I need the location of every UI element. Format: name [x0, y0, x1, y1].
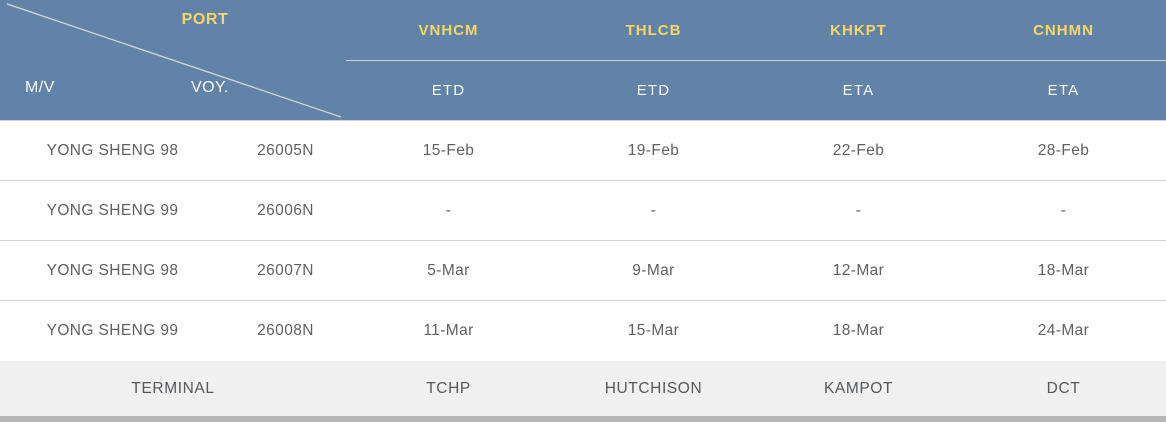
- col-type-vnhcm: ETD: [431, 82, 466, 99]
- date-vnhcm: 15-Feb: [422, 141, 475, 159]
- etd-eta-row: ETD ETD ETA ETA: [346, 61, 1166, 120]
- date-khkpt: 18-Mar: [832, 322, 885, 339]
- date-thlcb: 19-Feb: [627, 141, 680, 159]
- terminal-thlcb: HUTCHISON: [604, 379, 703, 397]
- port-code-cnhmn: CNHMN: [1033, 21, 1094, 39]
- date-khkpt: 22-Feb: [832, 141, 885, 159]
- vessel-name: YONG SHENG 99: [46, 322, 179, 339]
- voyage-number: 26007N: [257, 261, 314, 279]
- port-code-khkpt: KHKPT: [830, 21, 887, 39]
- voyage-number: 26006N: [257, 201, 314, 219]
- voyage-number: 26008N: [257, 322, 314, 339]
- bottom-bar: [0, 416, 1166, 422]
- schedule-row: YONG SHENG 98 26007N 5-Mar 9-Mar 12-Mar …: [0, 241, 1166, 301]
- terminal-vnhcm: TCHP: [426, 379, 471, 397]
- date-vnhcm: 5-Mar: [427, 261, 470, 279]
- date-khkpt: -: [855, 201, 862, 219]
- port-code-vnhcm: VNHCM: [418, 21, 479, 39]
- date-thlcb: -: [650, 201, 657, 219]
- voy-header-label: VOY.: [191, 79, 229, 96]
- diagonal-divider-line: [6, 3, 342, 118]
- mv-header-label: M/V: [25, 79, 55, 96]
- vessel-name: YONG SHENG 99: [46, 201, 179, 219]
- voyage-number: 26005N: [257, 141, 314, 159]
- schedule-row: YONG SHENG 99 26008N 11-Mar 15-Mar 18-Ma…: [0, 301, 1166, 361]
- port-header-label: PORT: [181, 11, 229, 28]
- date-cnhmn: 28-Feb: [1037, 141, 1090, 159]
- table-header: PORT M/V VOY. VNHCM THLCB KHKPT CNHMN ET…: [0, 0, 1166, 121]
- date-thlcb: 15-Mar: [627, 322, 680, 339]
- terminal-cnhmn: DCT: [1046, 379, 1081, 397]
- date-cnhmn: 24-Mar: [1037, 322, 1090, 339]
- vessel-name: YONG SHENG 98: [46, 141, 179, 159]
- date-thlcb: 9-Mar: [632, 261, 675, 279]
- terminal-label: TERMINAL: [131, 379, 215, 397]
- date-khkpt: 12-Mar: [832, 261, 885, 279]
- col-type-khkpt: ETA: [842, 82, 875, 99]
- col-type-thlcb: ETD: [636, 82, 671, 99]
- header-port-columns: VNHCM THLCB KHKPT CNHMN ETD ETD ETA ETA: [346, 0, 1166, 120]
- port-codes-row: VNHCM THLCB KHKPT CNHMN: [346, 0, 1166, 60]
- schedule-row: YONG SHENG 98 26005N 15-Feb 19-Feb 22-Fe…: [0, 121, 1166, 181]
- date-cnhmn: -: [1060, 201, 1067, 219]
- schedule-row: YONG SHENG 99 26006N - - - -: [0, 181, 1166, 241]
- date-vnhcm: -: [445, 201, 452, 219]
- header-horizontal-divider: [346, 60, 1166, 61]
- date-vnhcm: 11-Mar: [423, 322, 474, 339]
- header-corner-cell: PORT M/V VOY.: [0, 0, 346, 120]
- terminal-row: TERMINAL TCHP HUTCHISON KAMPOT DCT: [0, 361, 1166, 416]
- port-code-thlcb: THLCB: [625, 21, 682, 39]
- vessel-name: YONG SHENG 98: [46, 261, 179, 279]
- date-cnhmn: 18-Mar: [1037, 261, 1090, 279]
- col-type-cnhmn: ETA: [1047, 82, 1080, 99]
- terminal-khkpt: KAMPOT: [823, 379, 894, 397]
